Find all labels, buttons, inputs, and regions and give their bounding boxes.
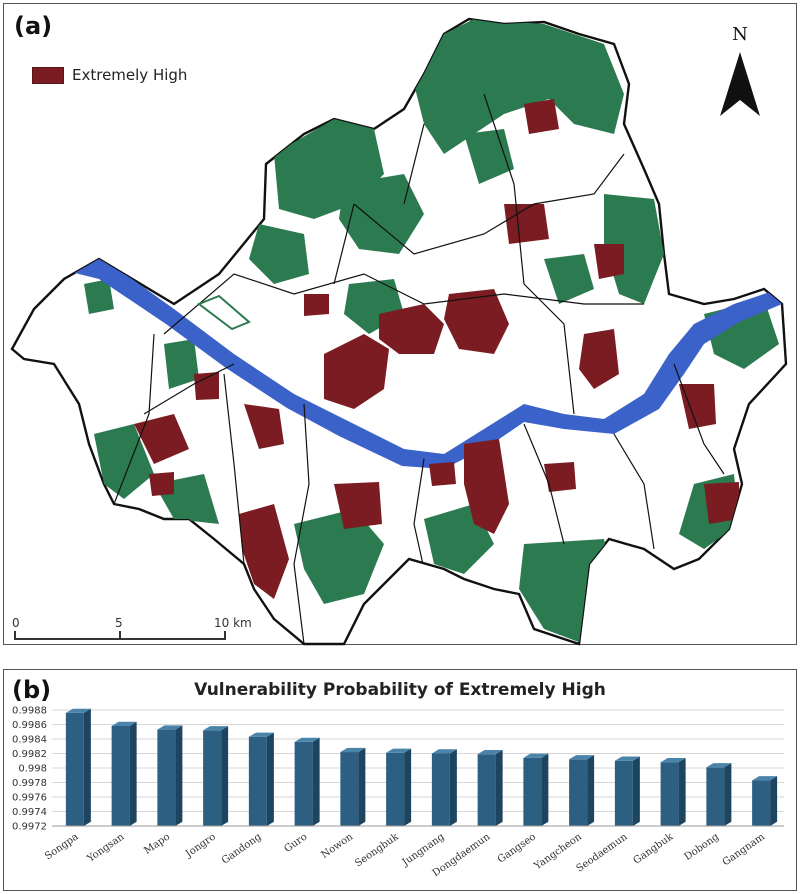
scale-label-0: 0 <box>12 616 20 630</box>
map-legend: Extremely High <box>32 66 187 84</box>
x-tick-label: Seodaemun <box>575 831 630 874</box>
bar-seodaemun <box>614 756 640 826</box>
scale-bar: 0 5 10 km <box>12 616 274 646</box>
x-tick-label: Mapo <box>142 831 172 856</box>
y-tick-label: 0.9988 <box>12 706 47 717</box>
north-arrow-icon <box>720 52 760 116</box>
bar-seongbuk <box>386 748 412 826</box>
x-tick-label: Nowon <box>319 831 355 861</box>
y-tick-label: 0.9976 <box>12 793 47 804</box>
y-tick-label: 0.998 <box>18 764 47 775</box>
bar-gangseo <box>523 753 549 826</box>
y-tick-label: 0.9984 <box>12 735 47 746</box>
scale-tick-0 <box>14 631 16 639</box>
y-tick-label: 0.9986 <box>12 720 47 731</box>
x-tick-label: Gandong <box>220 831 264 867</box>
north-arrow: N <box>712 24 768 119</box>
y-tick-label: 0.9972 <box>12 822 47 833</box>
scale-label-10: 10 km <box>214 616 252 630</box>
bar-yangcheon <box>569 755 595 826</box>
x-tick-label: Dobong <box>683 831 722 863</box>
chart-title: Vulnerability Probability of Extremely H… <box>194 680 606 700</box>
bar-jungnang <box>431 749 457 826</box>
y-tick-label: 0.9974 <box>12 807 47 818</box>
x-tick-label: Songpa <box>43 831 81 862</box>
x-axis: Songpa Yongsan Mapo Jongro Gandong Guro NowonS… <box>43 825 784 879</box>
x-tick-label: Gangseo <box>496 831 538 865</box>
legend-label: Extremely High <box>72 66 188 84</box>
bar-mapo <box>157 725 183 826</box>
chart-panel: (b) Vulnerability Probability of Extreme… <box>3 669 797 891</box>
scale-tick-5 <box>119 631 121 639</box>
bar-gandong <box>248 732 274 826</box>
x-tick-label: Guro <box>282 831 309 854</box>
bars <box>65 708 778 826</box>
x-tick-label: Gangbuk <box>632 831 677 867</box>
bar-yongsan <box>111 721 137 826</box>
district-boundaries <box>113 93 725 644</box>
pond-outlines <box>196 294 251 331</box>
bar-chart: 0.9988 0.9986 0.9984 0.9982 0.998 0.9978 0.997… <box>12 706 784 879</box>
bar-gangnam <box>752 776 778 826</box>
legend-swatch-extremely-high <box>32 66 64 84</box>
x-tick-label: Yongsan <box>85 831 127 865</box>
x-tick-label: Jongro <box>183 831 218 860</box>
seoul-map <box>10 17 788 646</box>
scale-label-5: 5 <box>115 616 123 630</box>
bar-nowon <box>340 747 366 826</box>
bar-songpa <box>65 708 91 826</box>
bar-gangbuk <box>660 758 686 826</box>
scale-tick-10 <box>224 631 226 639</box>
panel-a-label: (a) <box>14 12 53 40</box>
x-tick-label: Gangnam <box>721 831 768 868</box>
x-tick-label: Seongbuk <box>353 831 401 870</box>
bar-dongdaemun <box>477 750 503 826</box>
bar-dobong <box>706 763 732 826</box>
map-panel: (a) Extremely High N 0 5 10 km <box>3 3 797 646</box>
bar-jongro <box>203 726 229 826</box>
extremely-high-areas <box>134 99 739 599</box>
panel-b-label: (b) <box>12 676 52 704</box>
y-tick-label: 0.9982 <box>12 749 47 760</box>
y-axis: 0.9988 0.9986 0.9984 0.9982 0.998 0.9978 0.997… <box>12 706 47 833</box>
y-tick-label: 0.9978 <box>12 778 47 789</box>
bar-guro <box>294 737 320 826</box>
north-letter: N <box>732 24 748 45</box>
